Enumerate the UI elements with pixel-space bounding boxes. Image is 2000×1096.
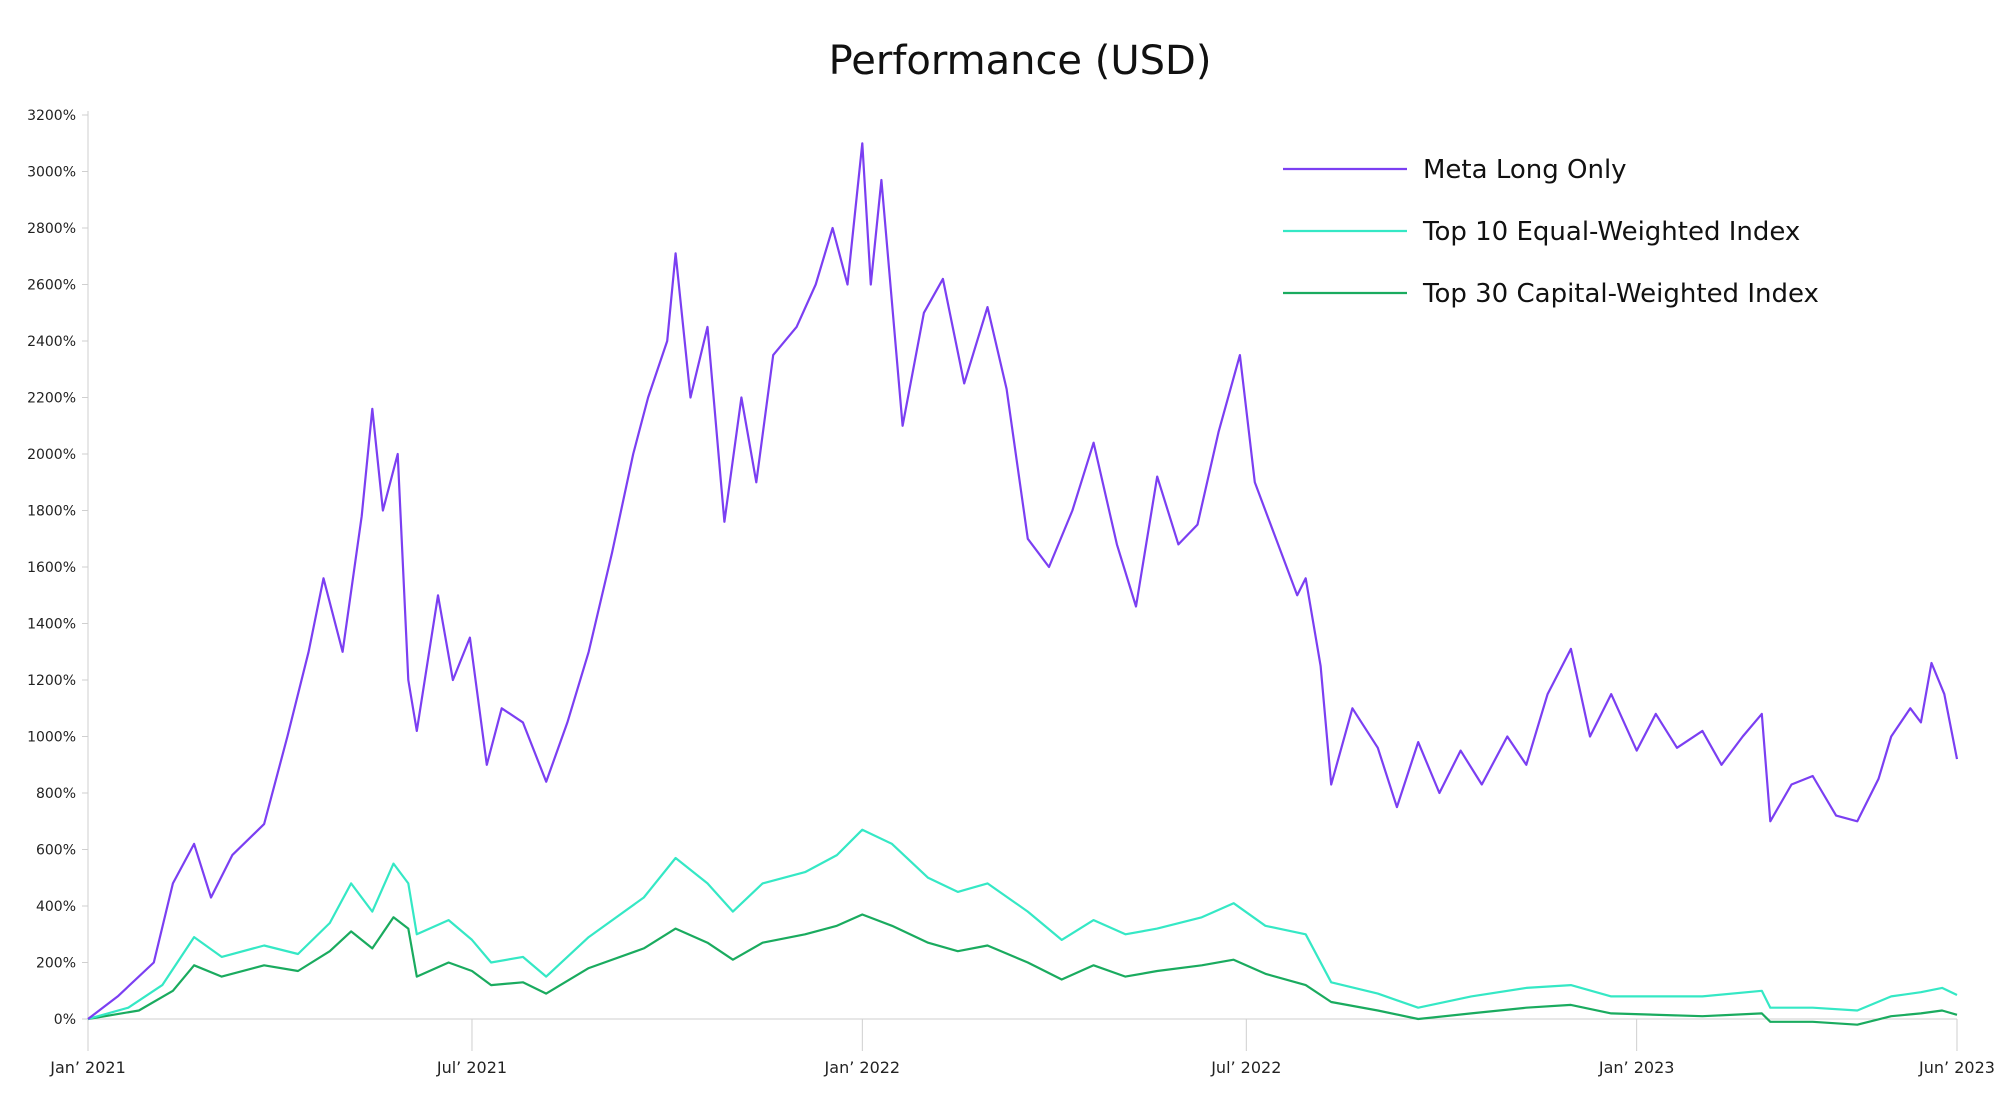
x-tick-label: Jan’ 2023 <box>1598 1058 1675 1077</box>
y-tick-label: 0% <box>54 1012 76 1028</box>
y-tick-label: 2600% <box>27 278 76 294</box>
x-tick-label: Jan’ 2022 <box>824 1058 901 1077</box>
y-tick-label: 1400% <box>27 617 76 633</box>
x-tick-label: Jan’ 2021 <box>49 1058 126 1077</box>
y-tick-label: 1000% <box>27 730 76 746</box>
y-tick-label: 1800% <box>27 504 76 520</box>
chart-title: Performance (USD) <box>828 38 1212 84</box>
y-tick-label: 800% <box>36 786 76 802</box>
y-tick-label: 2400% <box>27 334 76 350</box>
legend: Meta Long Only Top 10 Equal-Weighted Inde… <box>1283 155 1819 309</box>
y-tick-label: 1600% <box>27 560 76 576</box>
x-tick-label: Jul’ 2021 <box>436 1058 507 1077</box>
y-tick-label: 1200% <box>27 673 76 689</box>
y-tick-label: 2000% <box>27 447 76 463</box>
axes: 0% 200% 400% 600% 800% 1000% 1200% 1400% 1600% 18… <box>27 108 1995 1077</box>
legend-label-1: Meta Long Only <box>1423 155 1627 185</box>
y-tick-label: 3200% <box>27 108 76 124</box>
x-tick-label: Jul’ 2022 <box>1210 1058 1281 1077</box>
y-tick-label: 400% <box>36 899 76 915</box>
x-tick-label: Jun’ 2023 <box>1918 1058 1995 1077</box>
legend-label-2: Top 10 Equal-Weighted Index <box>1422 217 1800 247</box>
series-line-1 <box>87 142 1959 1020</box>
y-tick-label: 2200% <box>27 391 76 407</box>
series-line-3 <box>87 913 1958 1026</box>
y-tick-label: 2800% <box>27 221 76 237</box>
y-tick-label: 3000% <box>27 165 76 181</box>
series-lines <box>87 142 1959 1026</box>
legend-label-3: Top 30 Capital-Weighted Index <box>1422 279 1819 309</box>
y-tick-label: 200% <box>36 956 76 972</box>
y-tick-label: 600% <box>36 843 76 859</box>
series-line-2 <box>87 828 1958 1021</box>
